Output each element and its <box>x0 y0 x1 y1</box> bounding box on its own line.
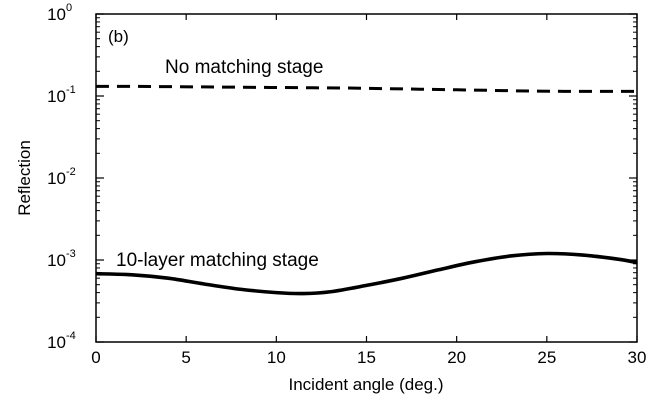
y-tick-exponent: -3 <box>66 248 76 260</box>
y-tick-label: 10 <box>47 251 66 270</box>
x-tick-label: 10 <box>267 348 286 367</box>
x-tick-label: 0 <box>91 348 100 367</box>
y-tick-label: 10 <box>47 333 66 352</box>
y-tick-exponent: -2 <box>66 166 76 178</box>
no-matching-annotation: No matching stage <box>165 57 323 78</box>
x-tick-label: 20 <box>447 348 466 367</box>
series-lines <box>95 84 638 296</box>
x-tick-label: 25 <box>537 348 556 367</box>
x-axis-label: Incident angle (deg.) <box>289 375 444 394</box>
y-axis-label: Reflection <box>15 140 34 216</box>
series-line-0 <box>95 84 637 93</box>
y-tick-base: 10 <box>47 333 66 352</box>
y-tick-base: 10 <box>47 87 66 106</box>
y-tick-base: 10 <box>47 251 66 270</box>
x-tick-label: 15 <box>357 348 376 367</box>
y-tick-exponent: -1 <box>66 84 76 96</box>
y-tick-base: 10 <box>47 169 66 188</box>
x-tick-label: 30 <box>628 348 647 367</box>
x-axis-ticks: 0 5 10 15 20 25 30 <box>91 14 646 367</box>
ten-layer-annotation: 10-layer matching stage <box>116 250 319 271</box>
y-tick-exponent: 0 <box>66 2 72 14</box>
y-tick-label: 10 <box>47 5 66 24</box>
x-tick-label: 5 <box>181 348 190 367</box>
y-tick-base: 10 <box>47 5 66 24</box>
y-tick-label: 10 <box>47 87 66 106</box>
y-tick-label: 10 <box>47 169 66 188</box>
series-line-1 <box>95 251 638 296</box>
y-tick-exponent: -4 <box>66 330 76 342</box>
panel-label: (b) <box>108 27 129 46</box>
